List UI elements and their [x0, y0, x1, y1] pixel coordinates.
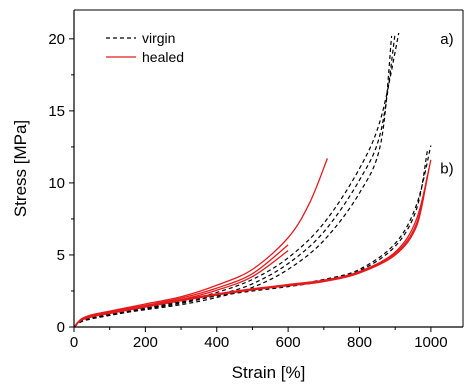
y-tick-label-0: 0 — [57, 319, 65, 336]
annotation-1: b) — [440, 161, 453, 178]
legend: virgin healed — [106, 30, 184, 65]
x-tick-label-1: 200 — [133, 334, 158, 351]
legend-label-healed: healed — [142, 49, 184, 65]
series-healed-b-8 — [73, 159, 432, 328]
x-tick-label-5: 1000 — [414, 334, 447, 351]
y-tick-label-2: 10 — [48, 175, 65, 192]
y-axis-label: Stress [MPa] — [11, 120, 30, 217]
x-tick-label-3: 600 — [276, 334, 301, 351]
series-healed-a-5 — [73, 158, 328, 328]
x-tick-label-0: 0 — [70, 334, 78, 351]
axes-layer: 0 200 400 600 800 1000 0 5 10 15 20 Strain [%] Stres… — [11, 9, 464, 382]
x-tick-label-2: 400 — [204, 334, 229, 351]
annotation-0: a) — [440, 31, 453, 48]
y-tick-label-4: 20 — [48, 31, 65, 48]
series-virgin-a-0 — [73, 32, 400, 328]
series-virgin-a-2 — [73, 35, 393, 328]
series-healed-b-9 — [73, 168, 430, 328]
y-tick-label-1: 5 — [57, 247, 65, 264]
x-axis-label: Strain [%] — [232, 363, 306, 382]
series-virgin-b-4 — [73, 151, 428, 328]
y-tick-label-3: 15 — [48, 103, 65, 120]
series-virgin-a-1 — [73, 32, 396, 328]
legend-label-virgin: virgin — [142, 30, 175, 46]
series-layer — [73, 32, 432, 328]
x-tick-label-4: 800 — [347, 334, 372, 351]
series-virgin-b-3 — [73, 145, 432, 328]
series-healed-b-10 — [73, 175, 428, 328]
annotations: a) b) — [440, 31, 453, 178]
